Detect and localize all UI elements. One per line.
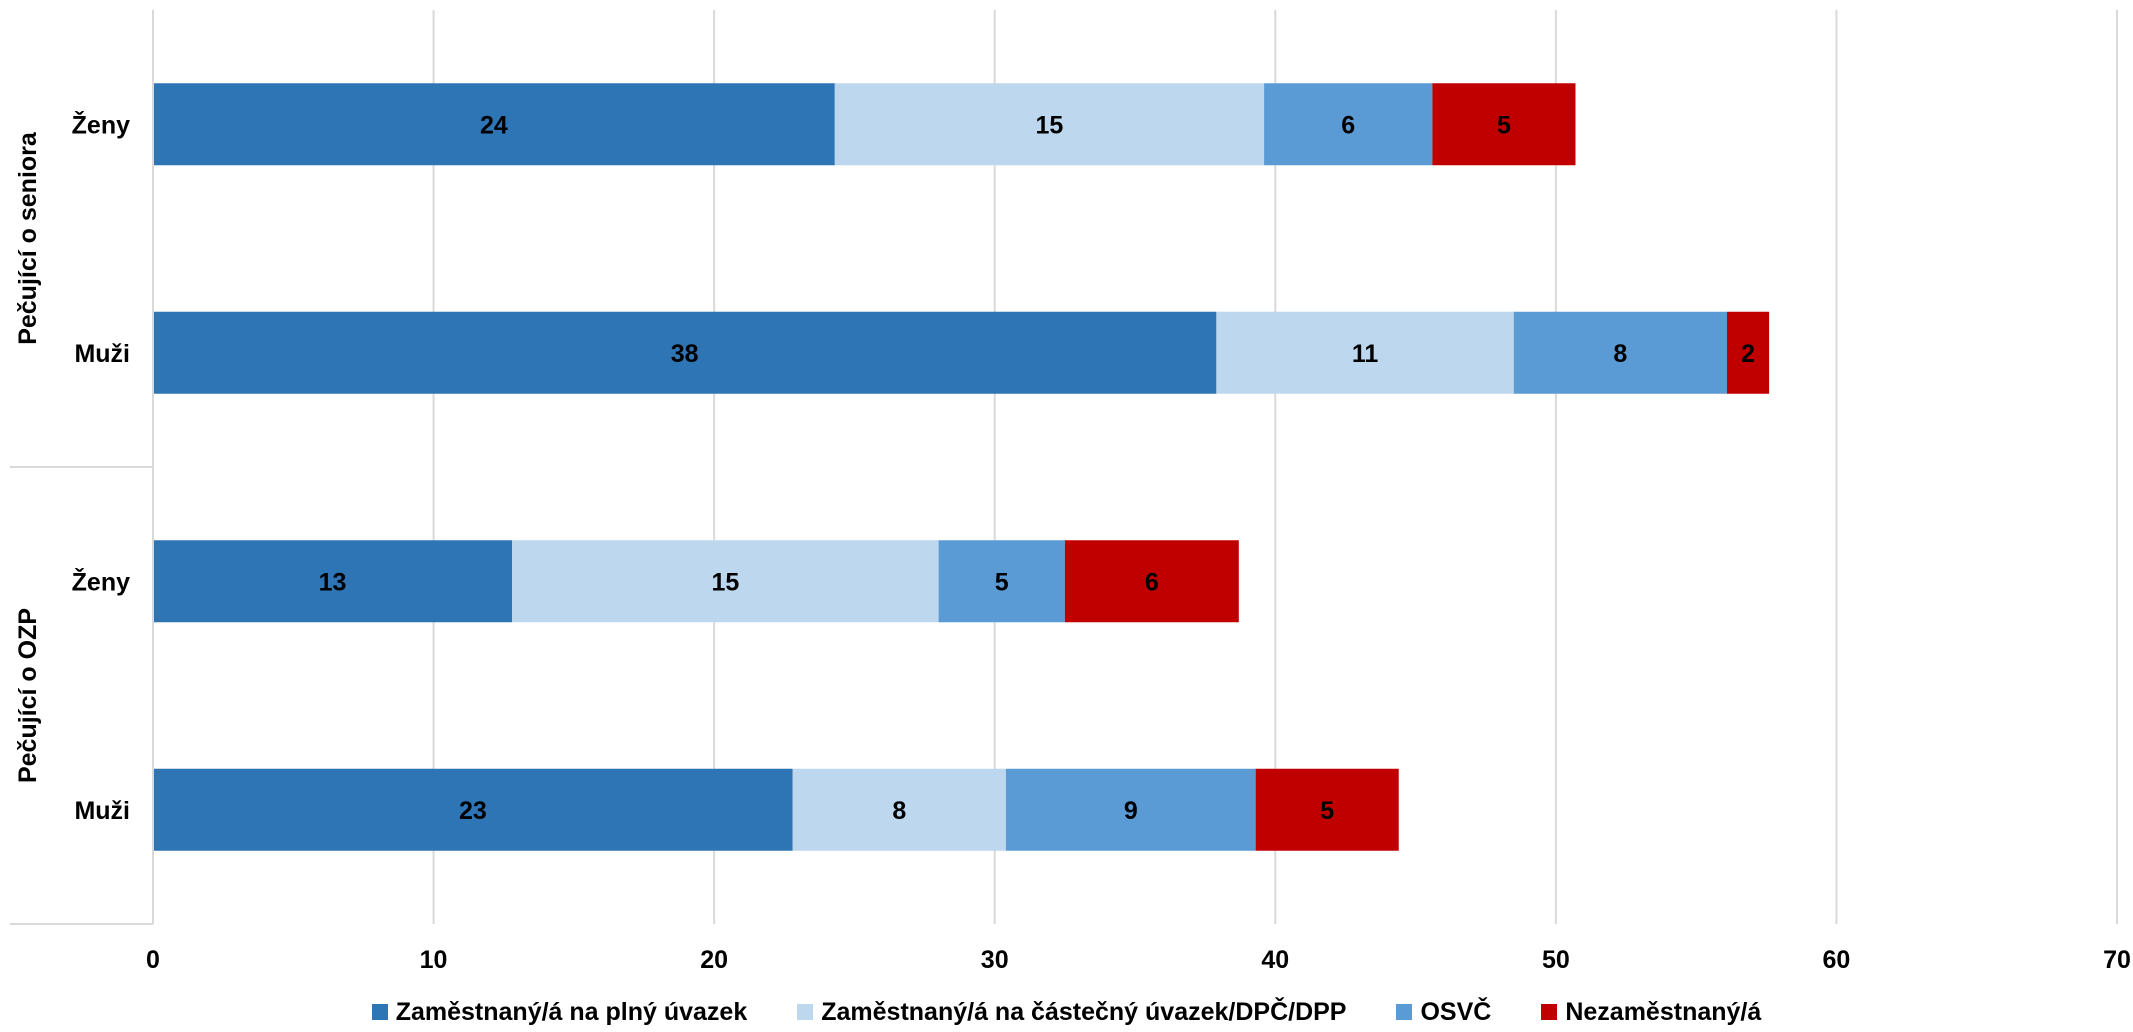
chart-legend: Zaměstnaný/á na plný úvazek Zaměstnaný/á … (0, 992, 2133, 1032)
bar-segment (834, 83, 1265, 166)
data-label: 6 (1341, 111, 1355, 139)
group-label: Pečující o seniora (14, 131, 42, 345)
x-tick-label: 20 (700, 946, 728, 974)
bar-segment (153, 311, 1217, 394)
data-label: 5 (1320, 797, 1334, 825)
bar-segment (153, 83, 835, 166)
data-label: 8 (1613, 340, 1627, 368)
bar-segment (153, 540, 513, 623)
legend-swatch (371, 1004, 388, 1020)
category-label: Ženy (72, 109, 130, 139)
x-tick-label: 30 (981, 946, 1009, 974)
category-label: Ženy (72, 566, 130, 596)
bar-segment (512, 540, 939, 623)
x-tick-label: 10 (420, 946, 448, 974)
x-tick-label: 40 (1261, 946, 1289, 974)
bar-segment (1264, 83, 1433, 166)
data-label: 13 (319, 568, 347, 596)
data-label: 5 (1497, 111, 1511, 139)
bar-segment (1216, 311, 1514, 394)
legend-swatch (1396, 1004, 1413, 1020)
legend-label: Zaměstnaný/á na částečný úvazek/DPČ/DPP (821, 997, 1347, 1026)
legend-label: Zaměstnaný/á na plný úvazek (395, 997, 748, 1026)
legend-item: Zaměstnaný/á na částečný úvazek/DPČ/DPP (797, 998, 1346, 1027)
legend-swatch (797, 1004, 814, 1020)
category-label: Muži (74, 797, 130, 825)
bar-segment (1432, 83, 1576, 166)
legend-label: OSVČ (1420, 997, 1492, 1026)
x-tick-label: 50 (1542, 946, 1570, 974)
x-tick-label: 0 (146, 946, 160, 974)
legend-label: Nezaměstnaný/á (1565, 997, 1762, 1026)
data-label: 24 (480, 111, 508, 139)
category-label: Muži (74, 340, 130, 368)
bar-segment (1064, 540, 1239, 623)
bar-segment (938, 540, 1065, 623)
x-tick-label: 60 (1823, 946, 1851, 974)
data-label: 38 (671, 340, 699, 368)
legend-item: OSVČ (1396, 998, 1491, 1027)
data-label: 15 (1036, 111, 1064, 139)
x-tick-label: 70 (2103, 946, 2131, 974)
group-label: Pečující o OZP (14, 608, 42, 783)
data-label: 5 (995, 568, 1009, 596)
bar-segment (1727, 311, 1770, 394)
data-label: 2 (1741, 340, 1755, 368)
bar-segment (153, 768, 793, 851)
bar-segment (1255, 768, 1399, 851)
bar-segment (1005, 768, 1256, 851)
data-label: 11 (1352, 340, 1379, 368)
bar-segment (1513, 311, 1728, 394)
legend-item: Zaměstnaný/á na plný úvazek (371, 997, 748, 1027)
bar-segment (792, 768, 1006, 851)
data-label: 9 (1124, 797, 1138, 825)
data-label: 6 (1145, 568, 1159, 596)
data-label: 23 (459, 797, 487, 825)
legend-swatch (1541, 1004, 1558, 1020)
data-label: 8 (892, 797, 906, 825)
legend-item: Nezaměstnaný/á (1541, 998, 1761, 1027)
chart-canvas: 0 10 20 30 40 50 60 70 24 15 6 5 Ženy 38 11 8 2 Muži 13 15 5… (10, 10, 2131, 974)
data-label: 15 (711, 568, 739, 596)
